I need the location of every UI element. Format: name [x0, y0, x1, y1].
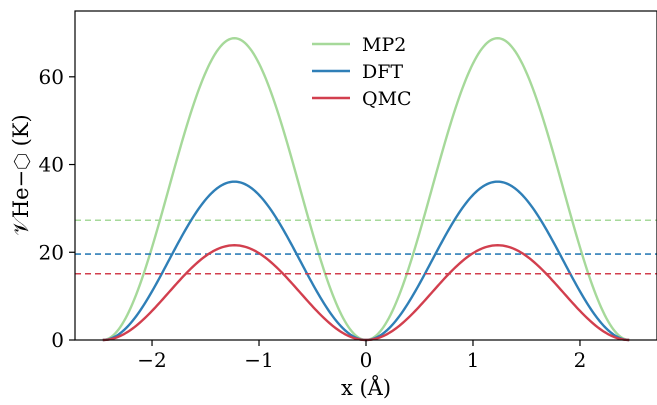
- series-line-mp2: [102, 36, 630, 342]
- legend-label-dft: DFT: [362, 61, 403, 83]
- series-line-dft: [102, 180, 630, 342]
- legend: MP2 DFT QMC: [312, 34, 412, 110]
- y-axis: 0 20 40 60: [39, 65, 75, 352]
- x-tick-label: 2: [574, 348, 587, 372]
- y-axis-label: 𝒱He−⬡ (K): [9, 114, 33, 235]
- x-axis-label: x (Å): [341, 375, 391, 400]
- x-tick-label: −2: [137, 348, 166, 372]
- x-tick-label: 1: [467, 348, 480, 372]
- legend-label-mp2: MP2: [362, 34, 406, 56]
- legend-label-qmc: QMC: [362, 88, 412, 110]
- y-tick-label: 40: [39, 153, 64, 177]
- series-line-qmc: [102, 244, 630, 342]
- y-tick-label: 60: [39, 65, 64, 89]
- x-tick-label: −1: [244, 348, 273, 372]
- y-tick-label: 20: [39, 240, 64, 264]
- x-axis: −2 −1 0 1 2: [137, 340, 586, 372]
- x-tick-label: 0: [360, 348, 373, 372]
- plot-area: [75, 36, 657, 342]
- y-tick-label: 0: [51, 328, 64, 352]
